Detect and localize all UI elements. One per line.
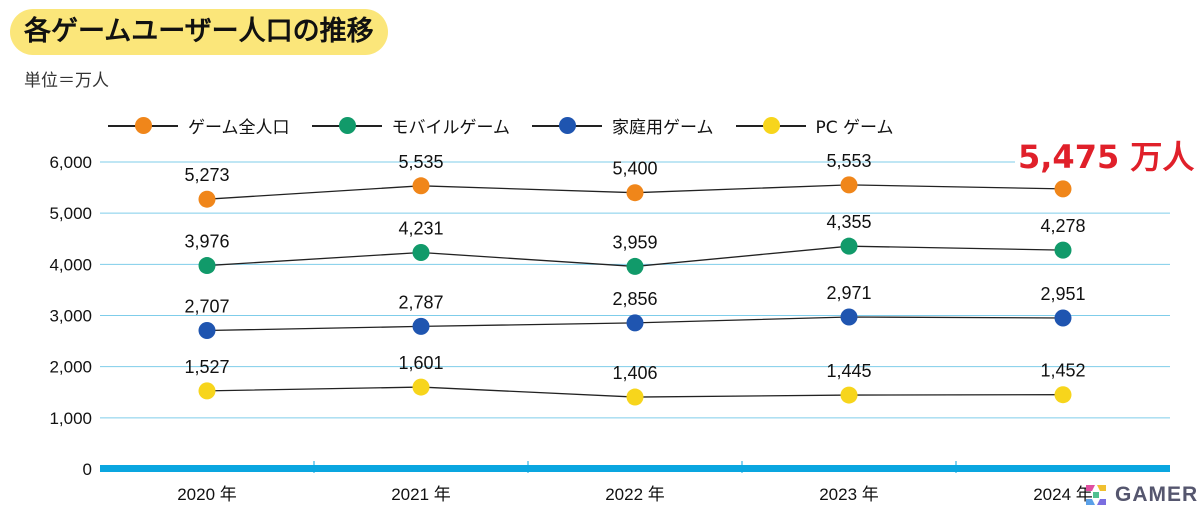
legend-marker-icon [311, 116, 382, 134]
data-label: 2,971 [826, 283, 871, 303]
gamer-logo-icon [1086, 485, 1106, 505]
data-label: 4,278 [1040, 216, 1085, 236]
legend-marker-icon [108, 116, 178, 134]
data-point [840, 176, 858, 194]
data-point [840, 237, 858, 255]
data-label: 1,527 [184, 357, 229, 377]
chart-title: 各ゲームユーザー人口の推移 [10, 9, 388, 55]
data-label: 2,707 [184, 296, 229, 316]
data-point [198, 257, 216, 275]
data-point [412, 177, 430, 195]
data-label: 2,787 [398, 292, 443, 312]
legend-item: モバイルゲーム [311, 113, 511, 138]
data-label: 1,445 [826, 361, 871, 381]
y-tick-label: 5,000 [49, 204, 92, 223]
y-tick-label: 0 [83, 460, 92, 479]
legend-label: 家庭用ゲーム [612, 118, 714, 138]
y-tick-label: 6,000 [49, 153, 92, 172]
data-point [198, 321, 216, 339]
data-point [412, 378, 430, 396]
data-point [412, 317, 430, 335]
data-point [840, 308, 858, 326]
data-label: 3,976 [184, 232, 229, 252]
data-label: 1,601 [398, 353, 443, 373]
data-label: 1,406 [612, 363, 657, 383]
data-point [198, 190, 216, 208]
data-point [1054, 241, 1072, 259]
data-point [626, 314, 644, 332]
legend-marker-icon [532, 116, 602, 134]
data-label: 5,400 [612, 159, 657, 179]
highlight-total: 5,475 万人 [1015, 137, 1198, 177]
x-axis [100, 465, 1170, 472]
data-label: 4,231 [398, 219, 443, 239]
unit-label: 単位＝万人 [24, 71, 109, 91]
y-tick-label: 4,000 [49, 255, 92, 274]
data-label: 5,535 [398, 152, 443, 172]
data-label: 5,553 [826, 151, 871, 171]
data-point [626, 184, 644, 202]
legend-label: ゲーム全人口 [188, 118, 290, 138]
x-tick-label: 2024 年 [1033, 485, 1093, 504]
legend-marker-icon [735, 116, 806, 134]
x-tick-label: 2020 年 [177, 485, 237, 504]
legend-item: ゲーム全人口 [108, 113, 290, 138]
data-point [198, 382, 216, 400]
x-tick-label: 2023 年 [819, 485, 879, 504]
legend-item: 家庭用ゲーム [532, 113, 714, 138]
watermark-text: GAMER [1115, 483, 1199, 506]
data-point [1054, 309, 1072, 327]
x-tick-label: 2022 年 [605, 485, 665, 504]
data-point [626, 257, 644, 275]
data-label: 4,355 [826, 212, 871, 232]
data-point [1054, 180, 1072, 198]
legend-item: PC ゲーム [735, 113, 894, 138]
legend: ゲーム全人口 モバイルゲーム 家庭用ゲーム PC ゲーム [108, 113, 894, 138]
watermark: GAMER [1083, 482, 1198, 508]
legend-label: PC ゲーム [815, 118, 894, 138]
legend-label: モバイルゲーム [391, 118, 511, 138]
data-label: 3,959 [612, 232, 657, 252]
data-label: 5,273 [184, 165, 229, 185]
y-tick-label: 3,000 [49, 307, 92, 326]
data-point [626, 388, 644, 406]
data-label: 2,856 [612, 289, 657, 309]
y-tick-label: 2,000 [49, 358, 92, 377]
data-point [412, 244, 430, 262]
data-point [840, 386, 858, 404]
y-tick-label: 1,000 [49, 409, 92, 428]
data-label: 1,452 [1040, 361, 1085, 381]
data-point [1054, 386, 1072, 404]
data-label: 2,951 [1040, 284, 1085, 304]
x-tick-label: 2021 年 [391, 485, 451, 504]
